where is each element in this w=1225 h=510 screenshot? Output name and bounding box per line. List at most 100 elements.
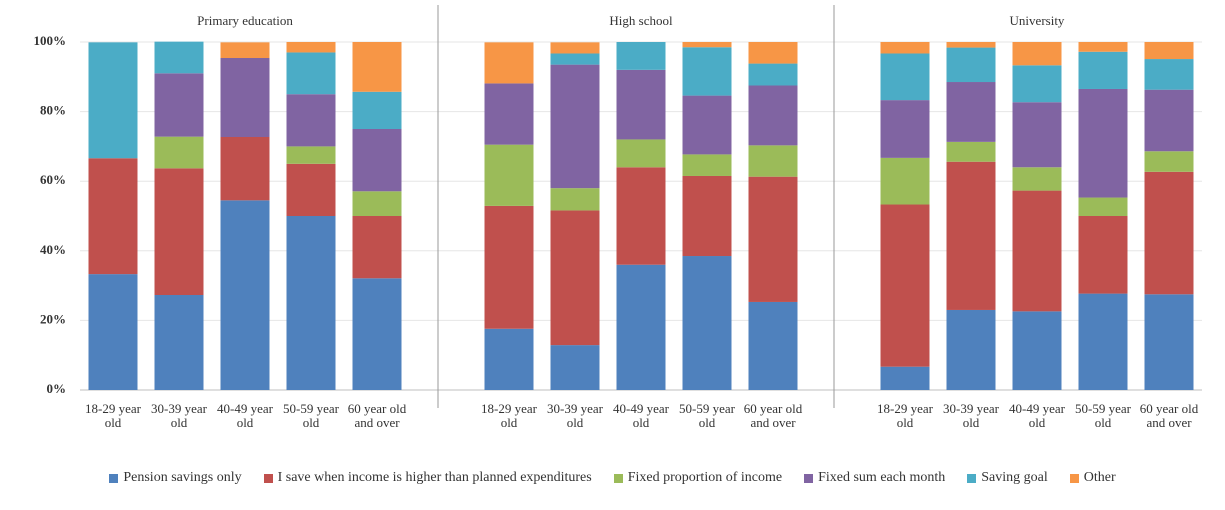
legend-item: Other xyxy=(1069,470,1116,486)
bar-segment xyxy=(880,157,930,205)
bar-segment xyxy=(682,47,732,96)
bar-segment xyxy=(220,137,270,201)
bar-segment xyxy=(1012,190,1062,312)
x-tick-label: 40-49 year old xyxy=(1009,401,1065,430)
legend-label: Other xyxy=(1083,470,1116,485)
bar-segment xyxy=(286,163,336,216)
bar-segment xyxy=(88,274,138,390)
x-tick-label: 60 year old and over xyxy=(743,401,803,430)
y-tick-label: 0% xyxy=(47,381,67,396)
x-tick-label: 30-39 year old xyxy=(547,401,603,430)
x-tick-label: 30-39 year old xyxy=(943,401,999,430)
bar-segment xyxy=(286,94,336,147)
bar-segment xyxy=(88,158,138,275)
bar-segment xyxy=(352,129,402,192)
x-tick-label: 18-29 year old xyxy=(877,401,933,430)
bar-segment xyxy=(1078,216,1128,294)
bar-segment xyxy=(286,146,336,164)
x-tick-label: 50-59 year old xyxy=(283,401,339,430)
bar-segment xyxy=(682,256,732,390)
bar-segment xyxy=(550,210,600,346)
bar-segment xyxy=(286,42,336,53)
bar-segment xyxy=(220,200,270,390)
bar-segment xyxy=(550,64,600,189)
x-tick-label: 30-39 year old xyxy=(151,401,207,430)
bar-segment xyxy=(484,328,534,390)
bar-segment xyxy=(484,205,534,329)
bar-segment xyxy=(154,294,204,390)
bar-segment xyxy=(154,168,204,295)
bar-segment xyxy=(154,136,204,169)
bar-segment xyxy=(748,85,798,146)
legend-label: I save when income is higher than planne… xyxy=(277,470,592,485)
bar-segment xyxy=(1078,197,1128,216)
bar-segment xyxy=(1144,294,1194,390)
bar-segment xyxy=(286,52,336,95)
x-tick-label: 40-49 year old xyxy=(613,401,669,430)
bar-segment xyxy=(880,100,930,158)
bar-segment xyxy=(880,42,930,54)
y-tick-label: 80% xyxy=(40,103,66,118)
bar-segment xyxy=(880,53,930,101)
bar-segment xyxy=(946,47,996,83)
bar-segment xyxy=(748,176,798,302)
bar-segment xyxy=(1012,102,1062,168)
bar-segment xyxy=(616,42,666,70)
bar-segment xyxy=(1144,151,1194,172)
bar-segment xyxy=(1078,88,1128,198)
bar-segment xyxy=(616,69,666,140)
bar-segment xyxy=(748,63,798,86)
bar-segment xyxy=(154,73,204,137)
bar-segment xyxy=(220,42,270,59)
bar-segment xyxy=(682,42,732,48)
bar-segment xyxy=(1012,311,1062,390)
legend-swatch xyxy=(1069,473,1079,483)
bar-segment xyxy=(682,175,732,257)
x-tick-label: 50-59 year old xyxy=(1075,401,1131,430)
bar-segment xyxy=(550,345,600,390)
bar-segment xyxy=(880,204,930,367)
bar-segment xyxy=(880,366,930,390)
panel-title: High school xyxy=(609,13,673,28)
legend-item: Saving goal xyxy=(967,470,1048,486)
legend-item: I save when income is higher than planne… xyxy=(263,470,592,486)
bar-segment xyxy=(1144,171,1194,295)
legend-label: Fixed sum each month xyxy=(818,470,946,485)
x-tick-label: 50-59 year old xyxy=(679,401,735,430)
bar-segment xyxy=(352,216,402,279)
bar-segment xyxy=(1012,167,1062,191)
bar-segment xyxy=(682,95,732,155)
bar-segment xyxy=(220,58,270,138)
bar-segment xyxy=(748,42,798,64)
legend-label: Fixed proportion of income xyxy=(627,470,783,485)
bar-segment xyxy=(748,301,798,390)
bar-segment xyxy=(286,216,336,390)
bar-segment xyxy=(484,83,534,145)
legend-item: Pension savings only xyxy=(109,470,242,486)
legend-label: Pension savings only xyxy=(123,470,242,485)
legend-item: Fixed proportion of income xyxy=(613,470,783,486)
bar-segment xyxy=(1144,89,1194,152)
bar-segment xyxy=(352,42,402,92)
y-tick-label: 40% xyxy=(40,242,66,257)
bar-segment xyxy=(946,42,996,48)
bar-segment xyxy=(1078,42,1128,52)
bar-segment xyxy=(1078,51,1128,89)
bar-segment xyxy=(946,82,996,142)
bar-segment xyxy=(484,42,534,84)
bar-segment xyxy=(550,188,600,211)
x-tick-label: 60 year old and over xyxy=(347,401,407,430)
panel-title: Primary education xyxy=(197,13,293,28)
legend-item: Fixed sum each month xyxy=(804,470,945,486)
legend-label: Saving goal xyxy=(981,470,1048,485)
bar-segment xyxy=(946,141,996,162)
legend-swatch xyxy=(804,473,814,483)
y-tick-label: 100% xyxy=(34,33,67,48)
bar-segment xyxy=(1144,59,1194,90)
bar-segment xyxy=(682,154,732,176)
x-tick-label: 40-49 year old xyxy=(217,401,273,430)
y-tick-label: 20% xyxy=(40,311,66,326)
legend-swatch xyxy=(263,473,273,483)
